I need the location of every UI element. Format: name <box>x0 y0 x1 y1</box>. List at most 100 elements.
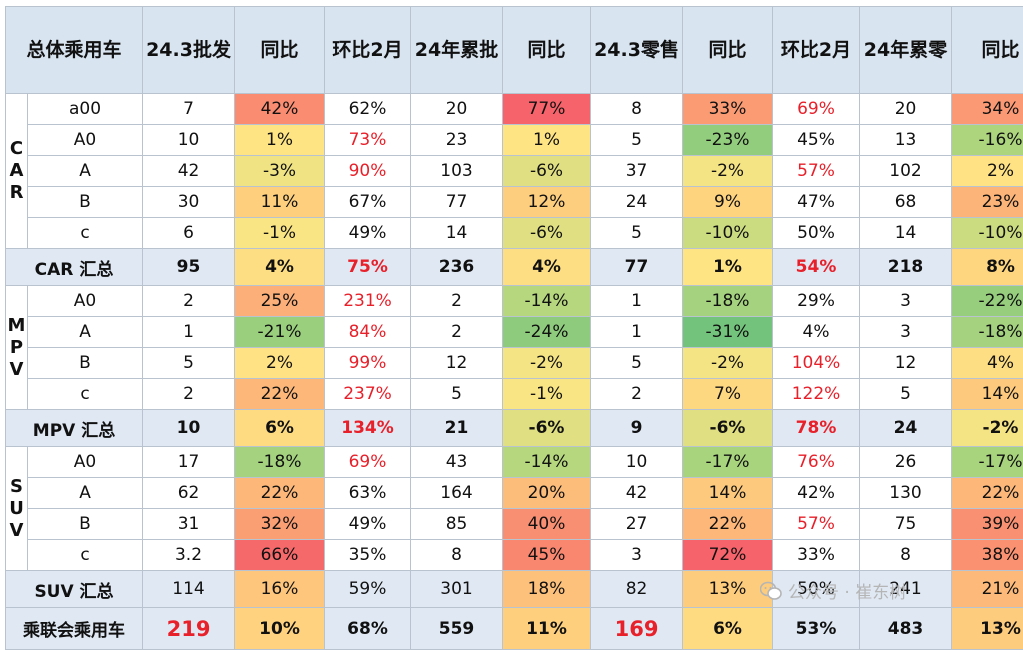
value-cell: 38% <box>952 540 1023 571</box>
value-cell: 53% <box>773 608 860 650</box>
value-cell: -1% <box>235 218 325 249</box>
value-cell: 10% <box>235 608 325 650</box>
value-cell: 84% <box>325 317 411 348</box>
group-letter: C <box>6 138 27 160</box>
passenger-car-sales-table: 总体乘用车 24.3批发 同比 环比2月 24年累批 同比 24.3零售 同比 … <box>5 6 1023 650</box>
value-cell: 66% <box>235 540 325 571</box>
value-cell: -2% <box>683 348 773 379</box>
value-cell: 10 <box>143 125 235 156</box>
value-cell: -6% <box>503 410 591 447</box>
value-cell: 59% <box>325 571 411 608</box>
value-cell: 20 <box>411 94 503 125</box>
value-cell: 78% <box>773 410 860 447</box>
value-cell: 47% <box>773 187 860 218</box>
value-cell: 104% <box>773 348 860 379</box>
value-cell: 37 <box>591 156 683 187</box>
segment-label: A <box>28 317 143 348</box>
value-cell: 1% <box>235 125 325 156</box>
value-cell: 77% <box>503 94 591 125</box>
value-cell: 20 <box>860 94 952 125</box>
value-cell: 22% <box>683 509 773 540</box>
group-letter: P <box>6 337 27 359</box>
value-cell: 7% <box>683 379 773 410</box>
value-cell: 99% <box>325 348 411 379</box>
value-cell: 14% <box>683 478 773 509</box>
value-cell: 21 <box>411 410 503 447</box>
value-cell: 4% <box>503 249 591 286</box>
value-cell: 1 <box>591 286 683 317</box>
value-cell: 17 <box>143 447 235 478</box>
segment-label: A0 <box>28 447 143 478</box>
segment-label: a00 <box>28 94 143 125</box>
value-cell: 3.2 <box>143 540 235 571</box>
value-cell: 18% <box>503 571 591 608</box>
value-cell: 24 <box>591 187 683 218</box>
value-cell: 14 <box>411 218 503 249</box>
value-cell: 2 <box>411 286 503 317</box>
value-cell: -6% <box>683 410 773 447</box>
value-cell: -16% <box>952 125 1023 156</box>
value-cell: 218 <box>860 249 952 286</box>
value-cell: -17% <box>952 447 1023 478</box>
value-cell: 33% <box>683 94 773 125</box>
value-cell: 1% <box>683 249 773 286</box>
value-cell: 57% <box>773 156 860 187</box>
header-cell: 24.3批发 <box>143 7 235 94</box>
value-cell: 2 <box>143 379 235 410</box>
value-cell: 5 <box>591 125 683 156</box>
value-cell: 11% <box>235 187 325 218</box>
value-cell: -18% <box>235 447 325 478</box>
value-cell: 75% <box>325 249 411 286</box>
value-cell: -18% <box>683 286 773 317</box>
segment-label: B <box>28 348 143 379</box>
value-cell: 57% <box>773 509 860 540</box>
value-cell: 95 <box>143 249 235 286</box>
header-cell: 24.3零售 <box>591 7 683 94</box>
value-cell: 130 <box>860 478 952 509</box>
group-letter: S <box>6 476 27 498</box>
value-cell: 2% <box>235 348 325 379</box>
value-cell: 35% <box>325 540 411 571</box>
value-cell: 4% <box>952 348 1023 379</box>
value-cell: -3% <box>235 156 325 187</box>
value-cell: 5 <box>143 348 235 379</box>
value-cell: 31 <box>143 509 235 540</box>
segment-label: A <box>28 478 143 509</box>
value-cell: 54% <box>773 249 860 286</box>
header-cell: 总体乘用车 <box>6 7 143 94</box>
value-cell: 77 <box>591 249 683 286</box>
value-cell: 12 <box>860 348 952 379</box>
value-cell: 29% <box>773 286 860 317</box>
segment-label: A0 <box>28 286 143 317</box>
group-letter: V <box>6 520 27 542</box>
value-cell: 72% <box>683 540 773 571</box>
value-cell: 102 <box>860 156 952 187</box>
value-cell: -23% <box>683 125 773 156</box>
value-cell: -2% <box>503 348 591 379</box>
value-cell: 27 <box>591 509 683 540</box>
value-cell: 68 <box>860 187 952 218</box>
segment-label: A <box>28 156 143 187</box>
value-cell: -22% <box>952 286 1023 317</box>
value-cell: 34% <box>952 94 1023 125</box>
header-cell: 同比 <box>235 7 325 94</box>
header-cell: 同比 <box>952 7 1023 94</box>
value-cell: 9 <box>591 410 683 447</box>
value-cell: 5 <box>591 218 683 249</box>
value-cell: 42 <box>143 156 235 187</box>
group-letter: M <box>6 315 27 337</box>
header-cell: 24年累批 <box>411 7 503 94</box>
value-cell: 63% <box>325 478 411 509</box>
value-cell: 50% <box>773 218 860 249</box>
header-cell: 环比2月 <box>325 7 411 94</box>
value-cell: 483 <box>860 608 952 650</box>
value-cell: 45% <box>503 540 591 571</box>
value-cell: 69% <box>773 94 860 125</box>
